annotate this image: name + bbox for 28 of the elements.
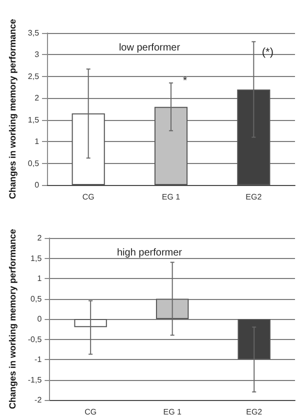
y-tick-label: 0 — [37, 314, 42, 324]
y-tick-label: 0,5 — [30, 294, 42, 304]
y-tick-label: 1,5 — [30, 254, 42, 263]
x-tick-label: CG — [82, 192, 94, 202]
x-tick-label: EG 1 — [163, 408, 182, 416]
x-tick-label: EG2 — [246, 192, 262, 202]
text: low performer — [118, 42, 181, 54]
y-tick-label: 0,5 — [28, 158, 40, 168]
x-tick-label: EG2 — [246, 408, 263, 416]
y-tick-label: 1,5 — [28, 115, 40, 124]
y-tick-label: -1,5 — [28, 375, 42, 384]
y-tick-label: 1 — [37, 274, 42, 283]
y-tick-label: 1 — [34, 137, 40, 146]
y-tick-label: -2 — [34, 396, 42, 404]
y-tick-label: 0 — [34, 180, 40, 190]
x-tick-label: EG 1 — [162, 192, 181, 202]
y-tick-label: 2 — [37, 234, 42, 242]
y-axis-title: Changes in working memory performance — [8, 18, 18, 200]
x-tick-label: CG — [84, 408, 97, 416]
y-tick-label: -1 — [34, 355, 42, 364]
y-tick-label: 2 — [34, 94, 40, 103]
y-axis-title: Changes in working memory performance — [8, 228, 18, 410]
annotation: * — [182, 74, 188, 87]
text: high performer — [116, 248, 183, 258]
y-tick-label: 2,5 — [28, 72, 40, 81]
y-tick-label: -0,5 — [28, 334, 42, 344]
y-tick-label: 3,5 — [28, 28, 40, 38]
y-tick-label: 3 — [34, 50, 40, 60]
